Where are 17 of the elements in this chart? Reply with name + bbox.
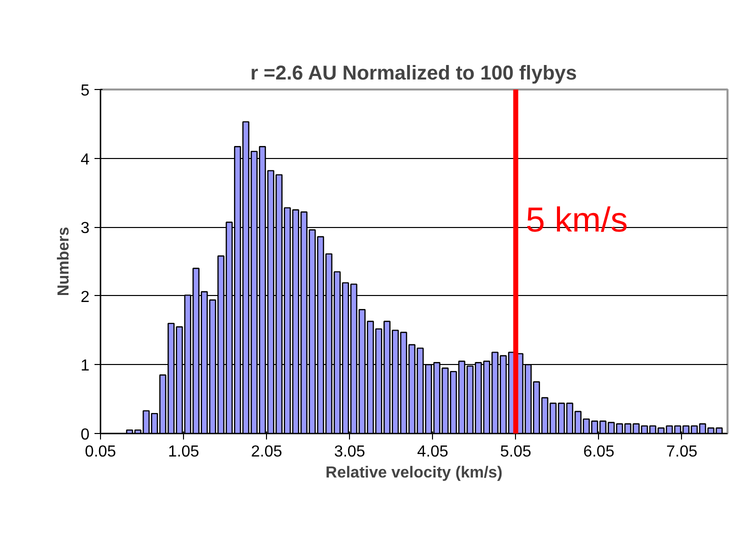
y-tick-label: 2	[80, 288, 90, 306]
y-tick-label: 1	[80, 358, 90, 375]
x-tick-label: 7.05	[666, 444, 698, 460]
chart-title: r =2.6 AU Normalized to 100 flybys	[250, 62, 577, 84]
y-tick-label: 5	[80, 82, 90, 100]
x-tick-label: 2.05	[251, 444, 282, 460]
x-tick-label: 4.05	[417, 444, 448, 460]
y-tick-label: 4	[80, 151, 90, 168]
x-tick-label: 3.05	[334, 444, 366, 460]
x-tick-label: 0.05	[84, 444, 116, 460]
y-axis-title: Numbers	[56, 226, 73, 296]
x-tick-label: 5.05	[500, 444, 532, 460]
x-tick-label: 6.05	[583, 444, 614, 460]
y-tick-label: 0	[80, 426, 90, 444]
y-tick-label: 3	[80, 220, 90, 238]
x-tick-label: 1.05	[168, 444, 200, 460]
x-axis-title: Relative velocity (km/s)	[326, 464, 502, 482]
